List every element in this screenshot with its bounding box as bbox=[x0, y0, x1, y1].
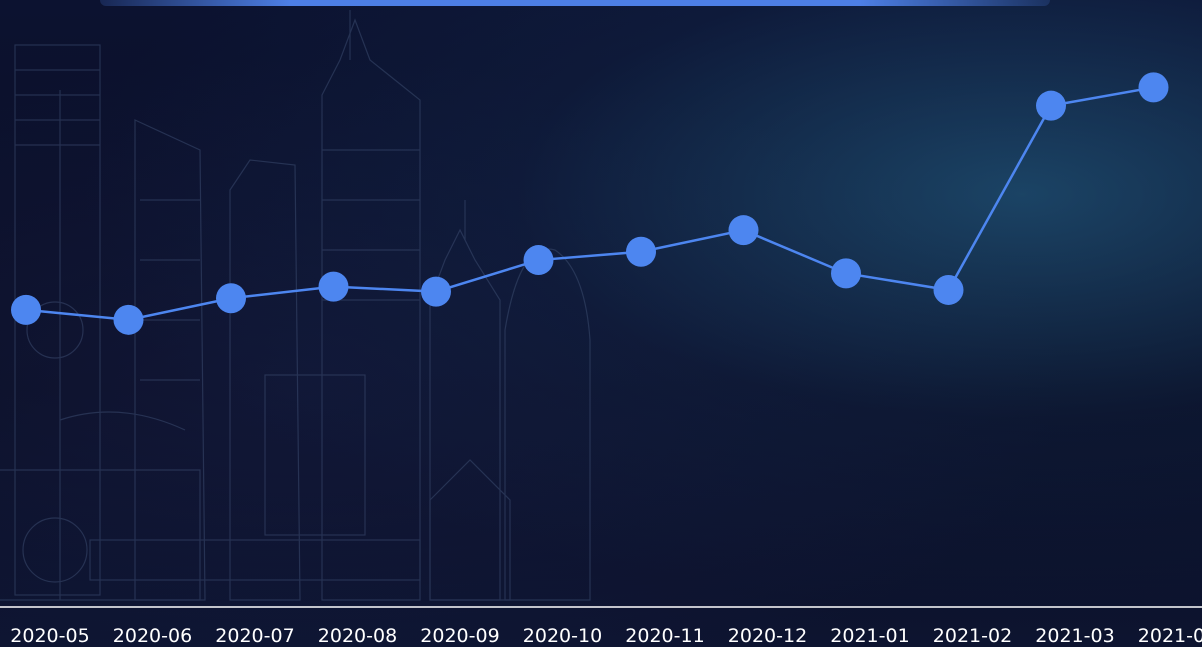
x-tick-label: 2020-09 bbox=[420, 625, 499, 647]
x-tick-label: 2020-11 bbox=[625, 625, 704, 647]
data-point[interactable] bbox=[831, 258, 861, 289]
x-tick-label: 2021-04 bbox=[1138, 625, 1202, 647]
x-tick-label: 2020-06 bbox=[113, 625, 192, 647]
x-tick-label: 2020-12 bbox=[728, 625, 807, 647]
data-point[interactable] bbox=[421, 276, 451, 307]
data-point[interactable] bbox=[523, 245, 554, 276]
data-point[interactable] bbox=[11, 294, 41, 325]
x-tick-label: 2021-01 bbox=[830, 625, 909, 647]
data-point[interactable] bbox=[728, 215, 759, 246]
skyline-decoration bbox=[0, 10, 591, 601]
x-tick-label: 2020-05 bbox=[10, 625, 89, 647]
header-bar bbox=[100, 0, 1050, 6]
series-line bbox=[25, 86, 1154, 322]
x-tick-label: 2020-07 bbox=[215, 625, 294, 647]
x-tick-label: 2021-03 bbox=[1035, 625, 1114, 647]
x-tick-label: 2020-08 bbox=[318, 625, 397, 647]
x-axis-labels: 2020-05 2020-06 2020-07 2020-08 2020-09 2020-… bbox=[10, 625, 1202, 647]
data-point[interactable] bbox=[1036, 90, 1066, 121]
data-point[interactable] bbox=[626, 236, 656, 267]
x-tick-label: 2020-10 bbox=[523, 625, 602, 647]
data-point[interactable] bbox=[933, 274, 964, 305]
plot-area bbox=[11, 72, 1169, 335]
data-point[interactable] bbox=[113, 304, 144, 335]
x-tick-label: 2021-02 bbox=[933, 625, 1012, 647]
data-point[interactable] bbox=[1138, 72, 1169, 103]
data-point[interactable] bbox=[216, 283, 246, 314]
data-point[interactable] bbox=[318, 271, 349, 302]
